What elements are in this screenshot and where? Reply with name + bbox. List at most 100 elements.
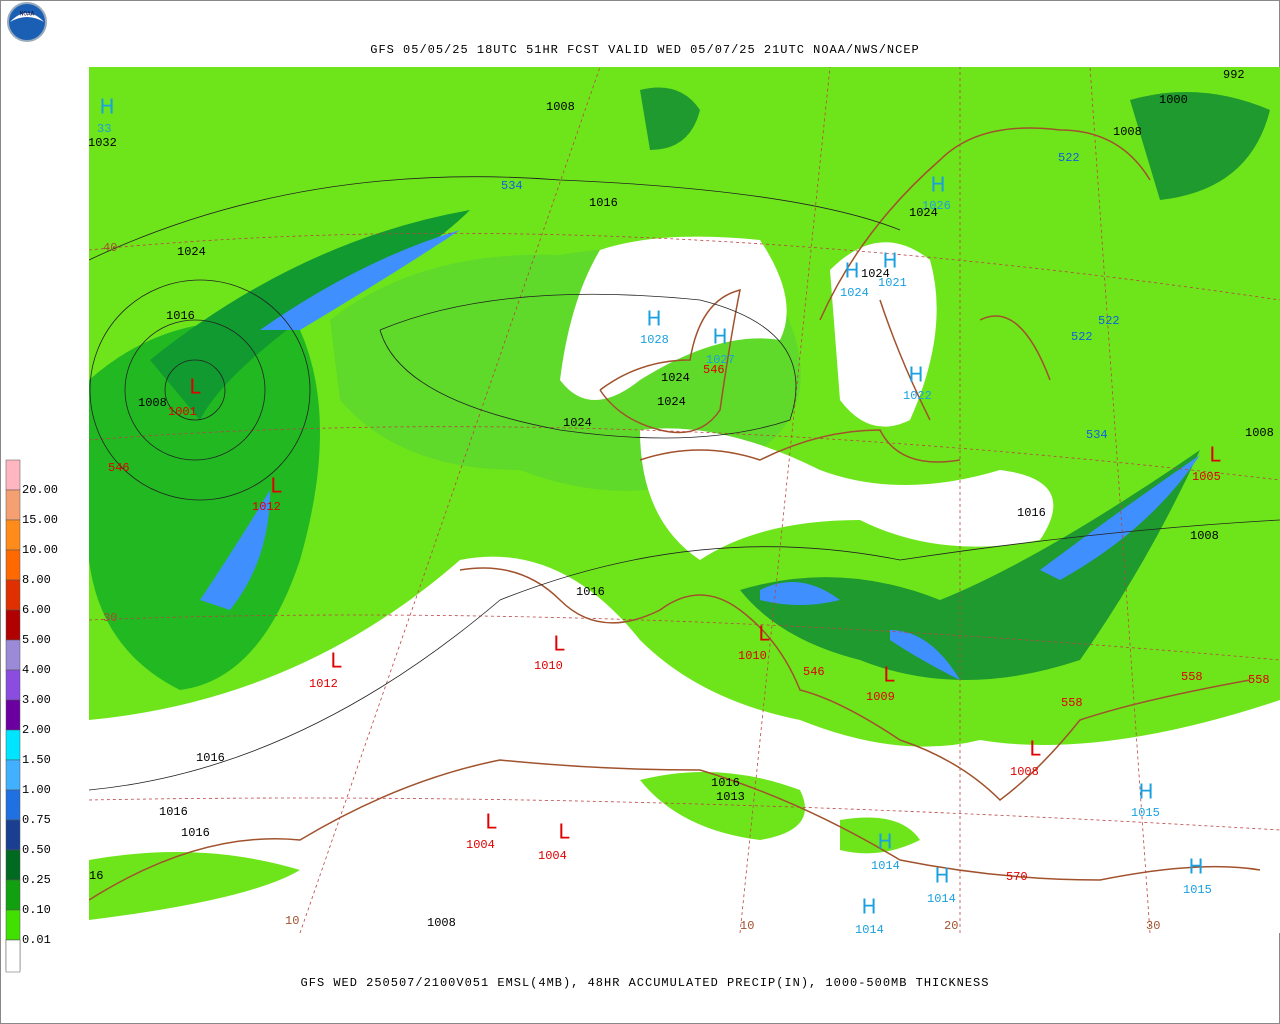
isobar-label: 1016 [166, 309, 195, 323]
high-pressure: 1022 [903, 389, 932, 403]
low-symbol: L [553, 632, 565, 656]
legend-swatch [5, 849, 21, 881]
low-pressure: 1009 [866, 690, 895, 704]
high-pressure: 1014 [927, 892, 956, 906]
legend-swatch [5, 489, 21, 521]
legend-label: 3.00 [22, 693, 51, 707]
low-symbol: L [189, 375, 201, 399]
svg-text:NOAA: NOAA [20, 11, 35, 18]
isobar-label: 1024 [909, 206, 938, 220]
isobar-label: 1016 [589, 196, 618, 210]
noaa-logo: NOAA [7, 2, 47, 42]
high-symbol: H [844, 259, 859, 283]
thickness-label: 522 [1098, 314, 1120, 328]
map-caption: GFS WED 250507/2100V051 EMSL(4MB), 48HR … [301, 976, 990, 990]
latitude-label: 10 [740, 919, 754, 933]
legend-swatch [5, 639, 21, 671]
high-symbol: H [1138, 780, 1153, 804]
isobar-label: 1024 [861, 267, 890, 281]
high-pressure: 1024 [840, 286, 869, 300]
high-symbol: H [908, 363, 923, 387]
graticule [88, 66, 1280, 934]
high-pressure: 33 [97, 122, 111, 136]
thickness-label: 558 [1061, 696, 1083, 710]
thickness-label: 522 [1071, 330, 1093, 344]
low-symbol: L [1209, 443, 1221, 467]
low-symbol: L [558, 820, 570, 844]
low-symbol: L [758, 622, 770, 646]
legend-swatch [5, 699, 21, 731]
high-symbol: H [1188, 855, 1203, 879]
high-pressure: 1021 [878, 276, 907, 290]
thickness-label: 546 [108, 461, 130, 475]
legend-swatch [5, 819, 21, 851]
legend-label: 20.00 [22, 483, 58, 497]
low-pressure: 1010 [738, 649, 767, 663]
isobar-label: 1008 [1113, 125, 1142, 139]
isobar-label: 1024 [177, 245, 206, 259]
isobar-label: 1024 [563, 416, 592, 430]
isobar-label: 1016 [576, 585, 605, 599]
legend-swatch [5, 909, 21, 941]
isobar-label: 1016 [181, 826, 210, 840]
isobars [88, 176, 1280, 791]
legend-label: 0.01 [22, 933, 51, 947]
legend-label: 4.00 [22, 663, 51, 677]
legend-swatch [5, 609, 21, 641]
isobar-label: 1008 [546, 100, 575, 114]
legend-label: 6.00 [22, 603, 51, 617]
isobar-label: 1008 [1190, 529, 1219, 543]
map-title: GFS 05/05/25 18UTC 51HR FCST VALID WED 0… [370, 43, 919, 57]
low-symbol: L [1029, 737, 1041, 761]
low-symbol: L [485, 810, 497, 834]
legend-label: 10.00 [22, 543, 58, 557]
isobar-label: 992 [1223, 68, 1245, 82]
isobar-label: 1013 [716, 790, 745, 804]
isobar-label: 1032 [88, 136, 117, 150]
high-symbol: H [877, 830, 892, 854]
legend-swatch [5, 519, 21, 551]
legend-swatch [5, 729, 21, 761]
legend-label: 0.25 [22, 873, 51, 887]
isobar-label: 1008 [1245, 426, 1274, 440]
high-pressure: 1027 [706, 353, 735, 367]
isobar-label: 1000 [1159, 93, 1188, 107]
low-pressure: 1001 [168, 405, 197, 419]
thickness-label: 534 [1086, 428, 1108, 442]
high-symbol: H [882, 249, 897, 273]
latitude-label: 40 [103, 241, 117, 255]
legend-swatch [5, 759, 21, 791]
low-symbol: L [883, 663, 895, 687]
high-pressure: 1026 [922, 199, 951, 213]
low-pressure: 1012 [252, 500, 281, 514]
low-pressure: 1010 [534, 659, 563, 673]
legend-label: 1.50 [22, 753, 51, 767]
thickness-label: 558 [1181, 670, 1203, 684]
high-symbol: H [934, 864, 949, 888]
low-pressure: 1012 [309, 677, 338, 691]
isobar-label: 1024 [657, 395, 686, 409]
legend-swatch [5, 669, 21, 701]
high-pressure: 1015 [1131, 806, 1160, 820]
low-pressure: 1008 [1010, 765, 1039, 779]
latitude-label: 30 [103, 611, 117, 625]
legend: 20.00 15.00 10.00 8.00 6.00 5.00 4.00 3.00 2.00 1… [5, 459, 58, 973]
thickness-label: 570 [1006, 870, 1028, 884]
thickness-label: 546 [803, 665, 825, 679]
low-pressure: 1005 [1192, 470, 1221, 484]
high-symbol: H [99, 95, 114, 119]
legend-label: 8.00 [22, 573, 51, 587]
legend-label: 5.00 [22, 633, 51, 647]
legend-label: 0.50 [22, 843, 51, 857]
isobar-label: 1024 [661, 371, 690, 385]
isobar-label: 1008 [138, 396, 167, 410]
thickness-label: 558 [1248, 673, 1270, 687]
legend-swatch [5, 459, 21, 491]
legend-label: 2.00 [22, 723, 51, 737]
high-pressure: 1014 [871, 859, 900, 873]
thickness-label: 546 [703, 363, 725, 377]
low-pressure: 1004 [538, 849, 567, 863]
legend-label: 0.75 [22, 813, 51, 827]
